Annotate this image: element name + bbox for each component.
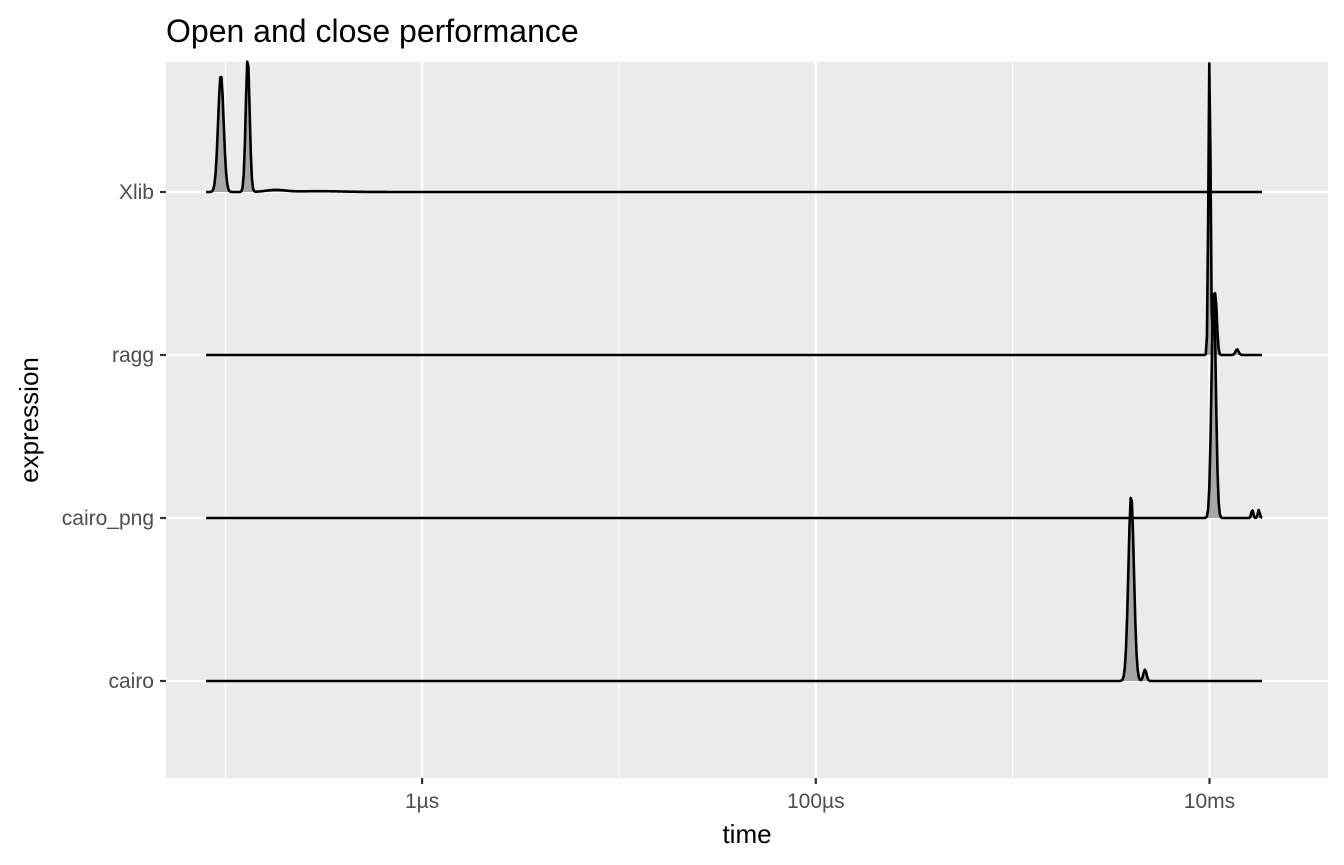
ridge-line-cairo bbox=[206, 496, 1263, 683]
y-tick-label: ragg bbox=[112, 344, 154, 367]
ridge-line-Xlib bbox=[206, 60, 1263, 194]
ridge-layer bbox=[206, 60, 1263, 683]
axis-layer: 1µs 100µs 10ms cairo cairo_png ragg Xlib bbox=[62, 181, 1235, 813]
y-tick-label: cairo bbox=[108, 670, 154, 693]
y-tick-label: cairo_png bbox=[62, 507, 154, 530]
x-tick-label: 1µs bbox=[405, 790, 439, 813]
ridge-line-cairo_png bbox=[206, 292, 1263, 520]
chart-title: Open and close performance bbox=[166, 13, 579, 49]
plot-panel bbox=[166, 62, 1328, 778]
y-axis-title: expression bbox=[14, 357, 44, 483]
y-tick-label: Xlib bbox=[119, 181, 154, 204]
ridge-line-ragg bbox=[206, 62, 1263, 357]
x-tick-label: 10ms bbox=[1184, 790, 1235, 813]
x-axis-title: time bbox=[722, 819, 771, 849]
x-tick-label: 100µs bbox=[787, 790, 845, 813]
